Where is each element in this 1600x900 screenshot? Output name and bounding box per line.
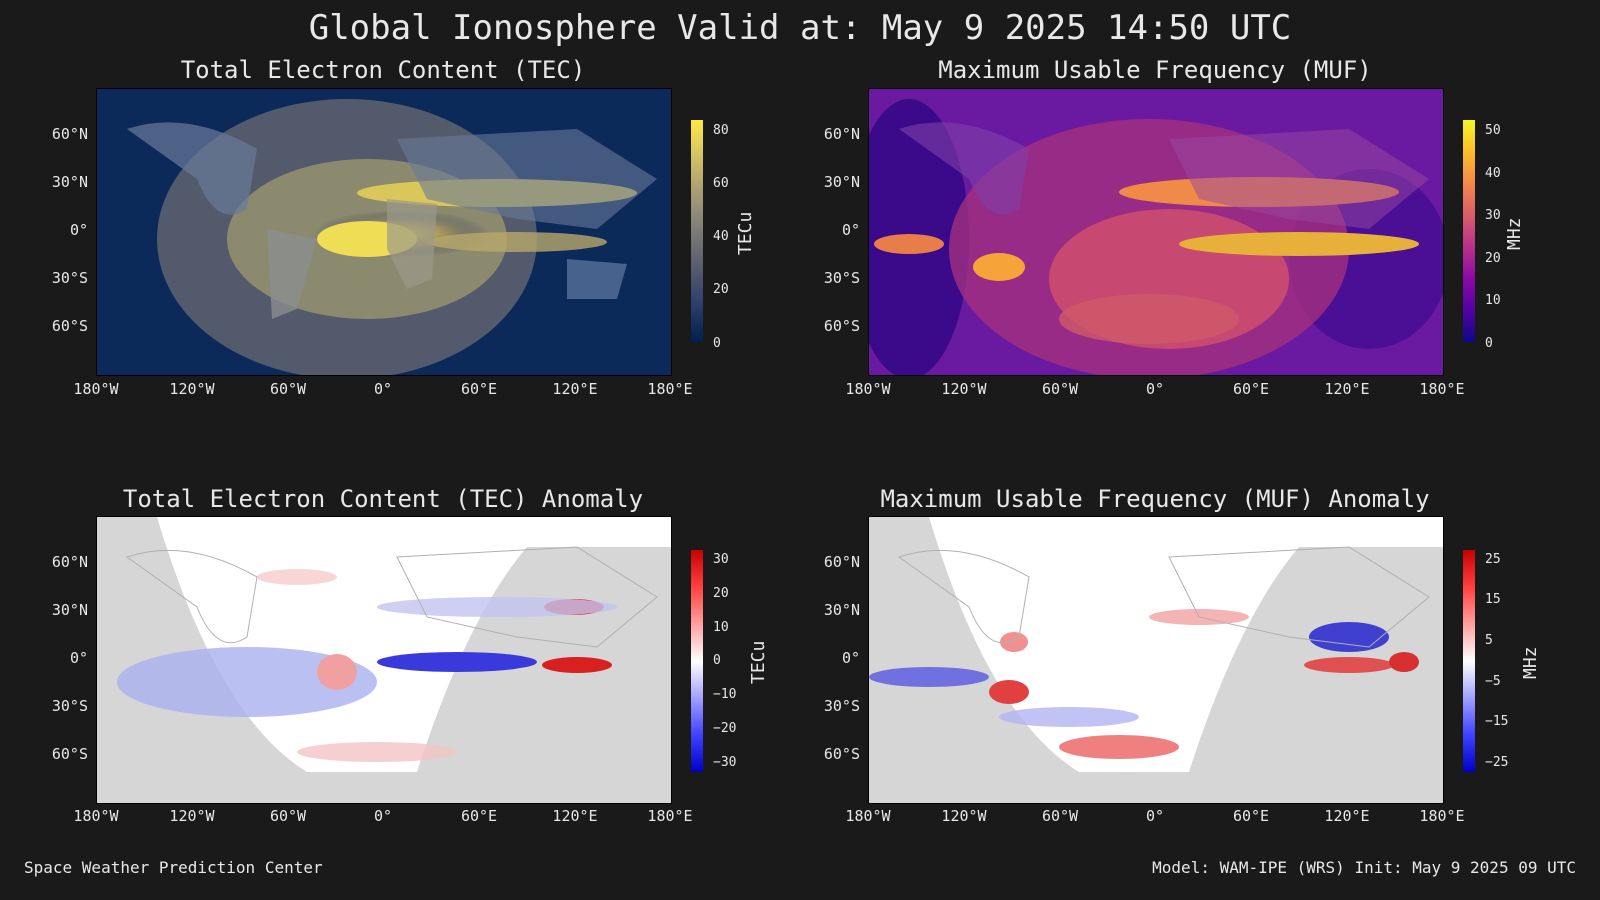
tec-anomaly-lon-tick: 60°W (269, 807, 307, 825)
tec-anomaly-map (96, 516, 672, 804)
muf-lon-tick: 180°E (1419, 380, 1465, 398)
tec-lon-tick: 0° (373, 380, 393, 398)
tec-anomaly-map-svg (97, 517, 671, 803)
muf-map (868, 88, 1444, 376)
muf-lon-tick: 180°W (845, 380, 891, 398)
muf-anomaly-lon-tick: 0° (1145, 807, 1165, 825)
muf-colorbar (1463, 120, 1475, 342)
tec-lon-tick: 60°E (460, 380, 498, 398)
muf-colorbar-tick: 0 (1485, 336, 1493, 351)
tec-anomaly-colorbar (691, 550, 703, 772)
muf-anomaly-colorbar-tick: −5 (1485, 674, 1501, 689)
tec-anomaly-lat-tick: 60°N (51, 553, 88, 571)
tec-lat-tick: 60°N (51, 125, 88, 143)
muf-anomaly-lon-tick: 60°E (1232, 807, 1270, 825)
tec-anomaly-lon-tick: 60°E (460, 807, 498, 825)
muf-anomaly-panel-title: Maximum Usable Frequency (MUF) Anomaly (880, 485, 1430, 513)
tec-lat-tick: 0° (69, 221, 88, 239)
muf-anomaly-lat-tick: 0° (841, 649, 860, 667)
tec-lat-tick: 60°S (51, 317, 88, 335)
muf-colorbar-label: MHz (1504, 217, 1525, 250)
muf-lon-tick: 60°W (1041, 380, 1079, 398)
tec-anomaly-lon-tick: 120°E (552, 807, 598, 825)
tec-anomaly-lon-tick: 0° (373, 807, 393, 825)
tec-colorbar-tick: 20 (713, 282, 729, 297)
muf-anomaly-colorbar-tick: 5 (1485, 633, 1493, 648)
tec-anomaly-colorbar-tick: 30 (713, 552, 729, 567)
muf-lat-tick: 0° (841, 221, 860, 239)
muf-anomaly-map (868, 516, 1444, 804)
muf-anomaly-lat-tick: 60°N (823, 553, 860, 571)
tec-anomaly-lat-tick: 0° (69, 649, 88, 667)
muf-anomaly-lon-tick: 120°E (1324, 807, 1370, 825)
page-title: Global Ionosphere Valid at: May 9 2025 1… (308, 8, 1292, 48)
tec-anomaly-lat-tick: 60°S (51, 745, 88, 763)
muf-anomaly-lat-tick: 30°N (823, 601, 860, 619)
muf-anomaly-lon-tick: 120°W (941, 807, 987, 825)
tec-lon-tick: 60°W (269, 380, 307, 398)
tec-anomaly-lat-tick: 30°S (51, 697, 88, 715)
muf-anomaly-lat-tick: 30°S (823, 697, 860, 715)
muf-colorbar-tick: 40 (1485, 166, 1501, 181)
tec-anomaly-lon-tick: 180°E (647, 807, 693, 825)
muf-anomaly-colorbar (1463, 550, 1475, 772)
muf-lon-tick: 120°E (1324, 380, 1370, 398)
muf-lat-tick: 30°S (823, 269, 860, 287)
muf-anomaly-colorbar-tick: −25 (1485, 755, 1509, 770)
tec-anomaly-colorbar-tick: 10 (713, 620, 729, 635)
tec-anomaly-lat-tick: 30°N (51, 601, 88, 619)
muf-lon-tick: 60°E (1232, 380, 1270, 398)
muf-anomaly-colorbar-label: MHz (1520, 646, 1541, 679)
tec-anomaly-colorbar-tick: 20 (713, 586, 729, 601)
muf-colorbar-tick: 50 (1485, 123, 1501, 138)
tec-lat-tick: 30°N (51, 173, 88, 191)
tec-anomaly-colorbar-tick: −10 (713, 687, 737, 702)
tec-lon-tick: 120°W (169, 380, 215, 398)
tec-lat-tick: 30°S (51, 269, 88, 287)
tec-anomaly-colorbar-tick: −30 (713, 755, 737, 770)
muf-anomaly-colorbar-tick: 25 (1485, 552, 1501, 567)
muf-colorbar-tick: 20 (1485, 251, 1501, 266)
tec-map (96, 88, 672, 376)
muf-anomaly-map-svg (869, 517, 1443, 803)
tec-map-svg (97, 89, 671, 375)
tec-colorbar-tick: 60 (713, 176, 729, 191)
muf-lat-tick: 30°N (823, 173, 860, 191)
tec-colorbar-tick: 80 (713, 123, 729, 138)
muf-panel-title: Maximum Usable Frequency (MUF) (938, 56, 1372, 84)
tec-anomaly-lon-tick: 180°W (73, 807, 119, 825)
muf-anomaly-lon-tick: 180°E (1419, 807, 1465, 825)
tec-colorbar-tick: 0 (713, 336, 721, 351)
muf-anomaly-colorbar-tick: −15 (1485, 714, 1509, 729)
muf-anomaly-lon-tick: 60°W (1041, 807, 1079, 825)
tec-lon-tick: 120°E (552, 380, 598, 398)
tec-panel-title: Total Electron Content (TEC) (180, 56, 586, 84)
muf-lon-tick: 0° (1145, 380, 1165, 398)
muf-anomaly-lat-tick: 60°S (823, 745, 860, 763)
tec-anomaly-colorbar-label: TECu (748, 640, 769, 684)
tec-colorbar-tick: 40 (713, 229, 729, 244)
tec-anomaly-lon-tick: 120°W (169, 807, 215, 825)
tec-anomaly-panel-title: Total Electron Content (TEC) Anomaly (122, 485, 644, 513)
tec-lon-tick: 180°W (73, 380, 119, 398)
muf-lat-tick: 60°N (823, 125, 860, 143)
tec-colorbar-label: TECu (735, 211, 756, 255)
muf-map-svg (869, 89, 1443, 375)
tec-anomaly-colorbar-tick: −20 (713, 721, 737, 736)
tec-lon-tick: 180°E (647, 380, 693, 398)
muf-lon-tick: 120°W (941, 380, 987, 398)
footer-right: Model: WAM-IPE (WRS) Init: May 9 2025 09… (1152, 858, 1576, 877)
muf-colorbar-tick: 10 (1485, 293, 1501, 308)
tec-colorbar (691, 120, 703, 342)
footer-left: Space Weather Prediction Center (24, 858, 323, 877)
muf-colorbar-tick: 30 (1485, 208, 1501, 223)
muf-lat-tick: 60°S (823, 317, 860, 335)
muf-anomaly-lon-tick: 180°W (845, 807, 891, 825)
muf-anomaly-colorbar-tick: 15 (1485, 592, 1501, 607)
tec-anomaly-colorbar-tick: 0 (713, 653, 721, 668)
